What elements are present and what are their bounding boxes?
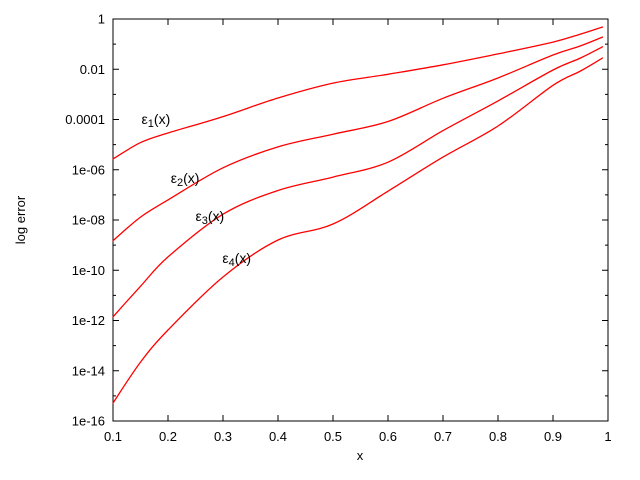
curve-label-epsilon3: ε3(x) xyxy=(195,208,224,227)
chart-plot-area: 0.1 0.2 0.3 0.4 0.5 0.6 0.7 0.8 0.9 1 1 0.01 0.0001 1… xyxy=(65,12,611,445)
x-tick-label: 0.1 xyxy=(104,429,122,444)
series-curve-epsilon1 xyxy=(112,26,604,160)
x-tick-label: 0.8 xyxy=(489,429,507,444)
x-tick-label: 0.4 xyxy=(269,429,287,444)
y-tick-label: 0.0001 xyxy=(65,112,105,127)
x-tick-label: 0.2 xyxy=(159,429,177,444)
x-tick-label: 0.6 xyxy=(379,429,397,444)
y-tick-label: 1e-08 xyxy=(72,213,105,228)
x-tick-label: 0.5 xyxy=(324,429,342,444)
series-curve-epsilon4 xyxy=(112,57,604,404)
y-tick-label: 0.01 xyxy=(80,62,105,77)
x-tick-label: 1 xyxy=(604,429,611,444)
series-curve-epsilon2 xyxy=(112,36,604,242)
y-tick-label: 1e-06 xyxy=(72,162,105,177)
y-tick-label: 1 xyxy=(98,12,105,27)
curve-label-epsilon4: ε4(x) xyxy=(222,250,251,269)
y-tick-label: 1e-10 xyxy=(72,263,105,278)
x-tick-label: 0.7 xyxy=(434,429,452,444)
series-curve-epsilon3 xyxy=(112,46,604,318)
y-tick-label: 1e-14 xyxy=(72,363,105,378)
y-tick-label: 1e-12 xyxy=(72,313,105,328)
x-tick-label: 0.3 xyxy=(214,429,232,444)
plot-frame xyxy=(112,18,609,422)
x-axis-label: x xyxy=(357,448,364,463)
curve-label-epsilon2: ε2(x) xyxy=(171,170,200,189)
y-axis-label: log error xyxy=(13,195,28,244)
curve-label-epsilon1: ε1(x) xyxy=(142,111,171,130)
y-tick-label: 1e-16 xyxy=(72,414,105,429)
x-tick-label: 0.9 xyxy=(544,429,562,444)
